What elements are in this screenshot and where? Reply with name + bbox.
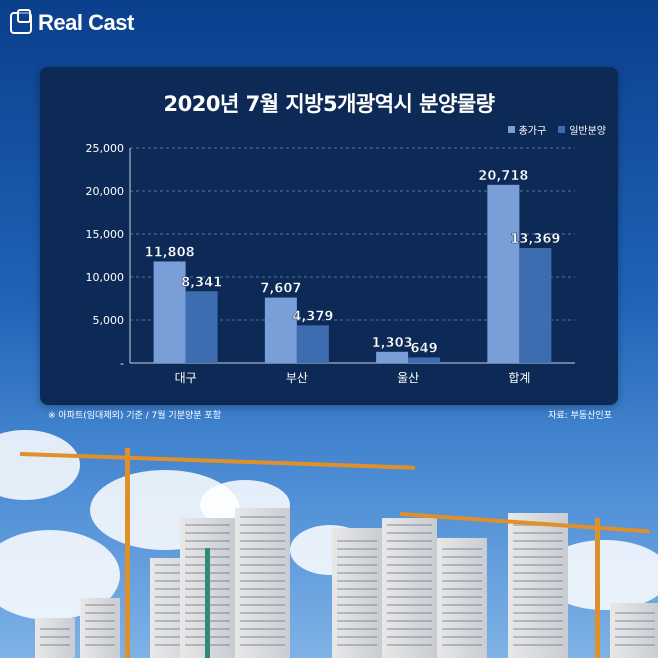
y-tick-label: 25,000 — [86, 142, 125, 155]
bar-total-households — [153, 261, 186, 363]
bar-general-sale — [519, 248, 552, 363]
apartment-building — [332, 528, 382, 658]
data-label: 11,808 — [145, 245, 195, 260]
y-tick-label: 5,000 — [93, 314, 125, 327]
x-tick-label: 대구 — [175, 371, 197, 385]
x-tick-label: 부산 — [286, 371, 308, 385]
x-tick-label: 합계 — [508, 371, 530, 385]
source-credit: 자료: 부동산인포 — [548, 411, 612, 421]
data-label: 8,341 — [181, 275, 222, 290]
bar-general-sale — [185, 291, 218, 363]
brand-logo: Real Cast — [10, 9, 134, 36]
footnote: ※ 아파트(임대제외) 기준 / 7월 기분양분 포함 — [48, 411, 221, 421]
y-tick-label: 10,000 — [86, 271, 125, 284]
legend-label: 일반분양 — [569, 126, 606, 137]
brand-name: Real Cast — [38, 10, 134, 35]
legend-item: 총가구 — [507, 122, 547, 137]
apartment-building — [35, 618, 75, 658]
data-label: 13,369 — [510, 232, 560, 247]
apartment-building — [437, 538, 487, 658]
apartment-building — [235, 508, 290, 658]
y-tick-label: 20,000 — [86, 185, 125, 198]
data-label: 20,718 — [478, 169, 528, 184]
data-label: 649 — [411, 341, 438, 356]
apartment-building — [80, 598, 120, 658]
legend-swatch-general — [558, 126, 566, 133]
chart-legend: 총가구 일반분양 — [507, 122, 606, 137]
legend-swatch-total — [507, 126, 515, 133]
bar-general-sale — [296, 325, 329, 363]
crane — [125, 448, 130, 658]
bar-total-households — [376, 351, 409, 363]
x-tick-label: 울산 — [397, 371, 419, 385]
logo-icon — [10, 9, 32, 34]
data-label: 7,607 — [260, 282, 301, 297]
chart-title: 2020년 7월 지방5개광역시 분양물량 — [163, 92, 495, 116]
legend-item: 일반분양 — [558, 122, 606, 137]
y-tick-label: - — [120, 357, 124, 370]
apartment-building — [382, 518, 437, 658]
bar-total-households — [264, 297, 297, 363]
bar-general-sale — [408, 357, 441, 363]
legend-label: 총가구 — [518, 126, 547, 137]
data-label: 4,379 — [292, 309, 333, 324]
crane — [205, 548, 210, 658]
crane — [595, 518, 600, 658]
data-label: 1,303 — [372, 336, 413, 351]
apartment-building — [508, 513, 568, 658]
bar-total-households — [487, 184, 520, 363]
apartment-building — [610, 603, 658, 658]
y-tick-label: 15,000 — [86, 228, 125, 241]
